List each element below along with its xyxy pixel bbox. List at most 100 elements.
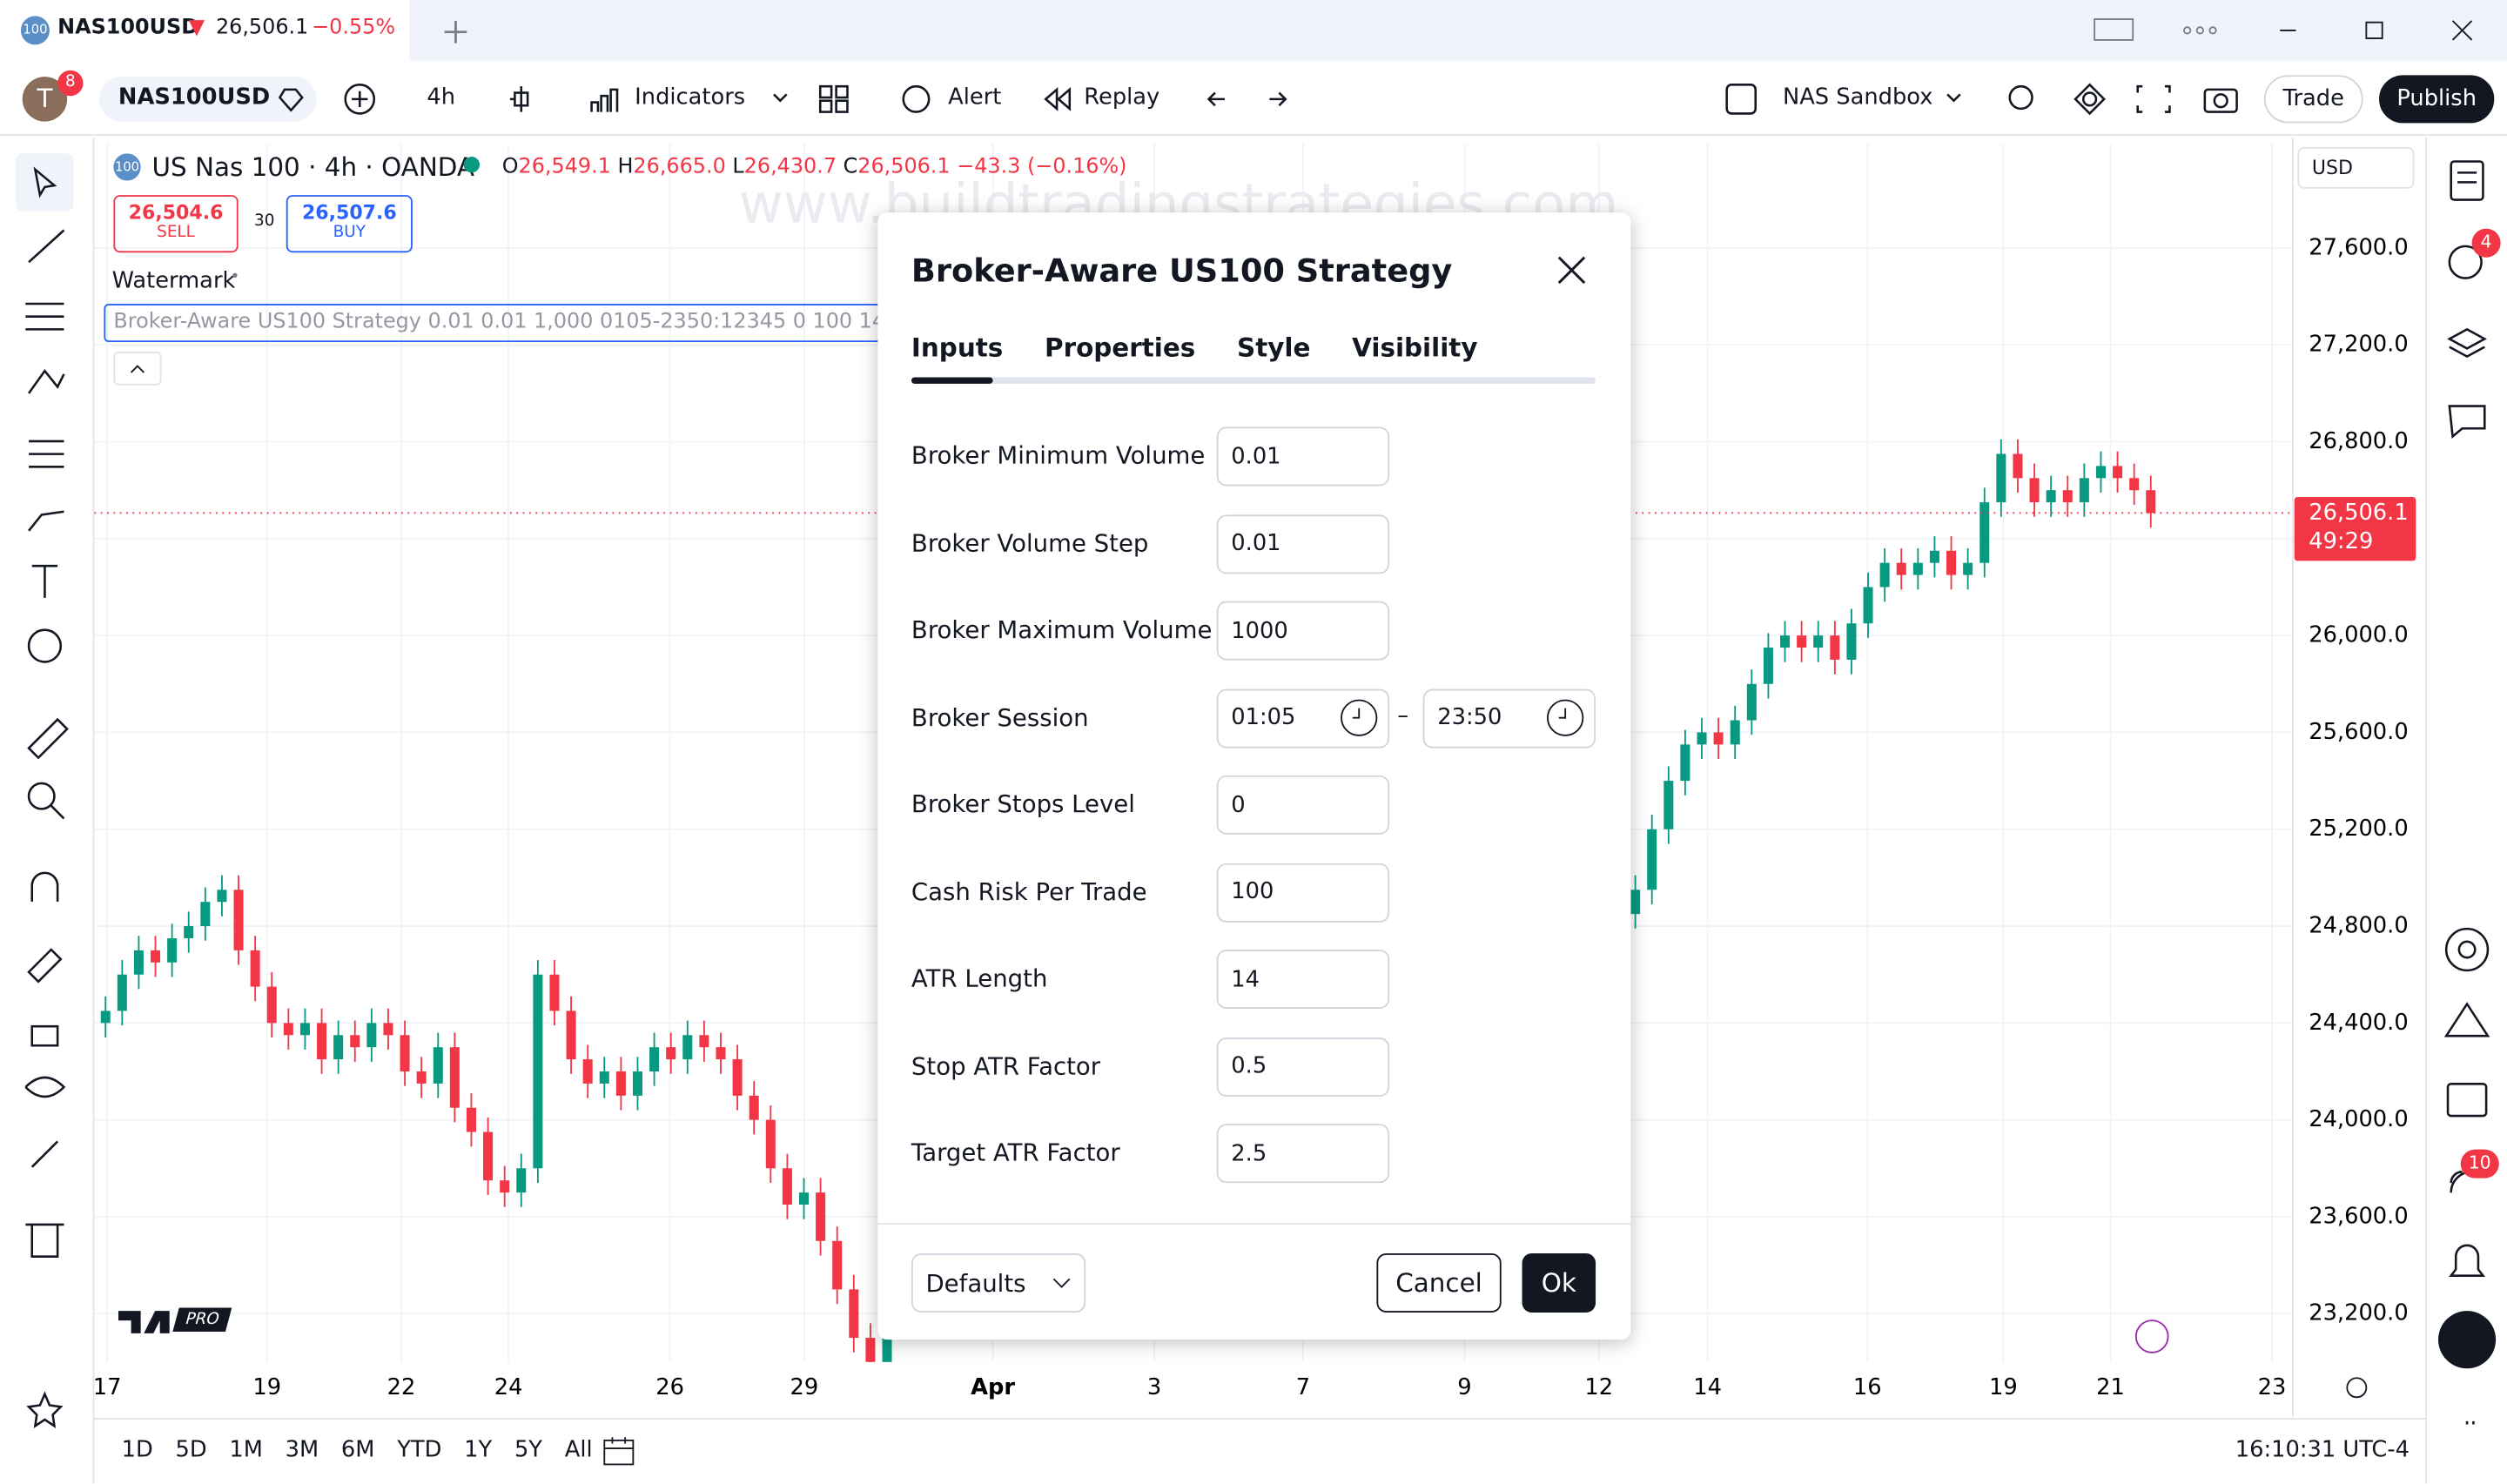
candle-body [1863,587,1873,624]
field-label: Broker Session [911,702,1089,732]
candle-body [716,1047,726,1060]
candle-body [449,1047,460,1108]
dialog-title: Broker-Aware US100 Strategy [911,251,1453,290]
strategy-legend[interactable]: Broker-Aware US100 Strategy 0.01 0.01 1,… [104,303,882,343]
candle-body [1946,550,1957,575]
candle-body [649,1047,660,1071]
x-tick-label: 12 [1584,1374,1613,1400]
countdown: 49:29 [2309,528,2373,554]
field-input[interactable]: 23:50 [1422,688,1596,748]
ok-button[interactable]: Ok [1522,1252,1596,1313]
candle-body [599,1071,609,1084]
settings-icon [2346,1377,2368,1399]
candle-body [2046,490,2056,503]
tab-track [911,377,1596,384]
field-input[interactable]: 2.5 [1216,1124,1390,1184]
candle-body [383,1023,393,1036]
candle-body [1680,744,1690,782]
chevron [1052,1278,1071,1288]
field-label: Cash Risk Per Trade [911,876,1147,906]
range-button[interactable]: 1Y [464,1437,493,1463]
y-tick-label: 26,800.0 [2309,428,2408,454]
field-input[interactable]: 100 [1216,862,1390,922]
range-button[interactable]: All [564,1437,593,1463]
range-button[interactable]: 5Y [514,1437,543,1463]
x-tick-label: 29 [790,1374,819,1400]
field-label: Target ATR Factor [911,1138,1120,1167]
candle-body [2095,466,2106,479]
layout-name[interactable]: NAS Sandbox [1782,84,1933,111]
field-input[interactable]: 14 [1216,950,1390,1009]
field-input[interactable]: 1000 [1216,601,1390,661]
indicators[interactable]: Indicators [635,84,746,111]
candle-body [217,890,227,903]
candle-body [1713,732,1724,745]
dialog-tab[interactable]: Properties [1045,332,1196,363]
drawing-toolbar [16,153,74,1429]
publish-button[interactable]: Publish [2379,75,2495,124]
range-button[interactable]: 6M [340,1437,375,1463]
y-tick-label: 23,600.0 [2309,1203,2408,1229]
event-icon [2134,1319,2169,1353]
defaults-label: Defaults [925,1268,1026,1298]
range-button[interactable]: 5D [175,1437,207,1463]
field-input[interactable]: 0 [1216,775,1390,835]
dialog-tab[interactable]: Style [1237,332,1311,363]
candle-body [167,937,178,963]
collapse-button[interactable] [113,352,162,386]
dialog-tab[interactable]: Inputs [911,332,1004,363]
candle-body [566,1011,576,1060]
candle-body [1746,683,1757,721]
ohlc: O26,549.1 H26,665.0 L26,430.7 C26,506.1 … [502,155,1127,179]
candle-body [151,950,161,963]
tab-indicator [911,377,993,384]
buy-button[interactable]: 26,507.6 BUY [286,195,413,253]
candle-body [533,974,543,1169]
candle-body [798,1192,810,1205]
divider [92,137,95,1484]
spread: 30 [254,212,275,231]
tab-bar [0,0,2507,61]
replay[interactable]: Replay [1084,84,1160,111]
tab-symbol: NAS100USD [57,16,199,40]
time-icon [1341,698,1378,735]
candle-body [416,1071,427,1084]
interval[interactable]: 4h [427,84,456,111]
cancel-button[interactable]: Cancel [1376,1252,1502,1313]
range-button[interactable]: 1M [229,1437,263,1463]
close-button[interactable] [1556,254,1588,286]
candle-body [1879,562,1890,588]
candle-body [333,1035,344,1060]
range-button[interactable]: 1D [121,1437,153,1463]
currency-select[interactable]: USD [2297,146,2415,189]
candle-body [2113,466,2123,479]
buy-label: BUY [333,224,366,242]
candle-body [500,1180,510,1193]
field-input[interactable]: 0.01 [1216,426,1390,487]
candle-body [2146,490,2156,514]
range-button[interactable]: YTD [397,1437,442,1463]
candle-body [400,1035,410,1071]
divider [877,1223,1631,1225]
goto-date[interactable] [600,1433,638,1471]
tab[interactable] [0,0,410,61]
field-label: Broker Maximum Volume [911,615,1213,645]
dash: – [1397,702,1409,729]
dialog-tab[interactable]: Visibility [1352,332,1478,363]
y-tick-label: 24,800.0 [2309,913,2408,939]
field-input[interactable]: 0.5 [1216,1037,1390,1097]
y-tick-label: 27,600.0 [2309,234,2408,260]
range-button[interactable]: 3M [285,1437,319,1463]
candle-body [299,1023,310,1036]
field-input[interactable]: 01:05 [1216,688,1390,748]
candle-body [2029,478,2040,503]
sell-button[interactable]: 26,504.6 SELL [113,195,239,253]
alert[interactable]: Alert [948,84,1002,111]
candle-body [1929,550,1939,563]
field-input[interactable]: 0.01 [1216,514,1390,574]
trade-button[interactable]: Trade [2263,75,2363,124]
defaults-select[interactable]: Defaults [911,1252,1086,1313]
candle-body [632,1071,642,1096]
value: 26,665.0 [633,155,726,179]
